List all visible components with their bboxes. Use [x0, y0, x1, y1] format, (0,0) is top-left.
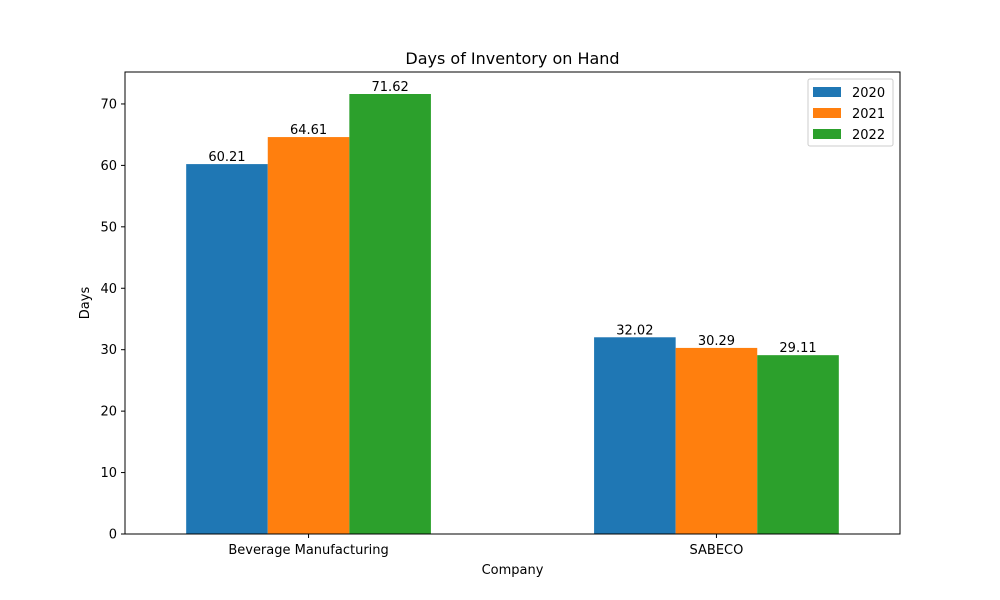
bar-2022-1 [757, 355, 839, 534]
bar-labels-group: 60.21 32.02 64.61 30.29 71.62 29.11 [208, 80, 816, 356]
bars-group [186, 94, 839, 534]
chart-title: Days of Inventory on Hand [405, 49, 619, 68]
bar-2020-0 [186, 164, 268, 534]
bar-value-label: 71.62 [372, 80, 409, 95]
bar-2022-0 [349, 94, 431, 534]
bar-value-label: 30.29 [698, 334, 735, 349]
bar-2020-1 [594, 337, 676, 534]
y-tick-label: 10 [100, 466, 117, 481]
x-tick-label: SABECO [690, 543, 744, 558]
y-tick-label: 60 [100, 159, 117, 174]
legend-swatch-2022 [813, 129, 841, 139]
bar-2021-0 [267, 137, 350, 534]
x-axis: Beverage Manufacturing SABECO [228, 534, 743, 558]
y-axis-title: Days [78, 287, 93, 320]
y-tick-label: 40 [100, 282, 117, 297]
y-tick-label: 70 [100, 97, 117, 112]
bar-value-label: 60.21 [208, 150, 245, 165]
plot-area-frame [124, 71, 901, 535]
y-tick-label: 0 [109, 528, 117, 543]
bar-2021-1 [675, 347, 758, 534]
bar-value-label: 29.11 [779, 341, 816, 356]
bar-value-label: 64.61 [290, 123, 327, 138]
legend-label: 2020 [852, 86, 885, 101]
bar-value-label: 32.02 [616, 323, 653, 338]
legend-label: 2022 [852, 128, 885, 143]
y-tick-label: 20 [100, 405, 117, 420]
x-axis-title: Company [482, 563, 544, 578]
legend-label: 2021 [852, 107, 885, 122]
x-tick-label: Beverage Manufacturing [228, 543, 388, 558]
legend-swatch-2020 [813, 87, 841, 97]
y-tick-label: 50 [100, 220, 117, 235]
y-axis: 0 10 20 30 40 50 60 70 [100, 97, 125, 543]
legend-swatch-2021 [813, 108, 841, 118]
y-tick-label: 30 [100, 343, 117, 358]
legend: 2020 2021 2022 [807, 78, 894, 147]
